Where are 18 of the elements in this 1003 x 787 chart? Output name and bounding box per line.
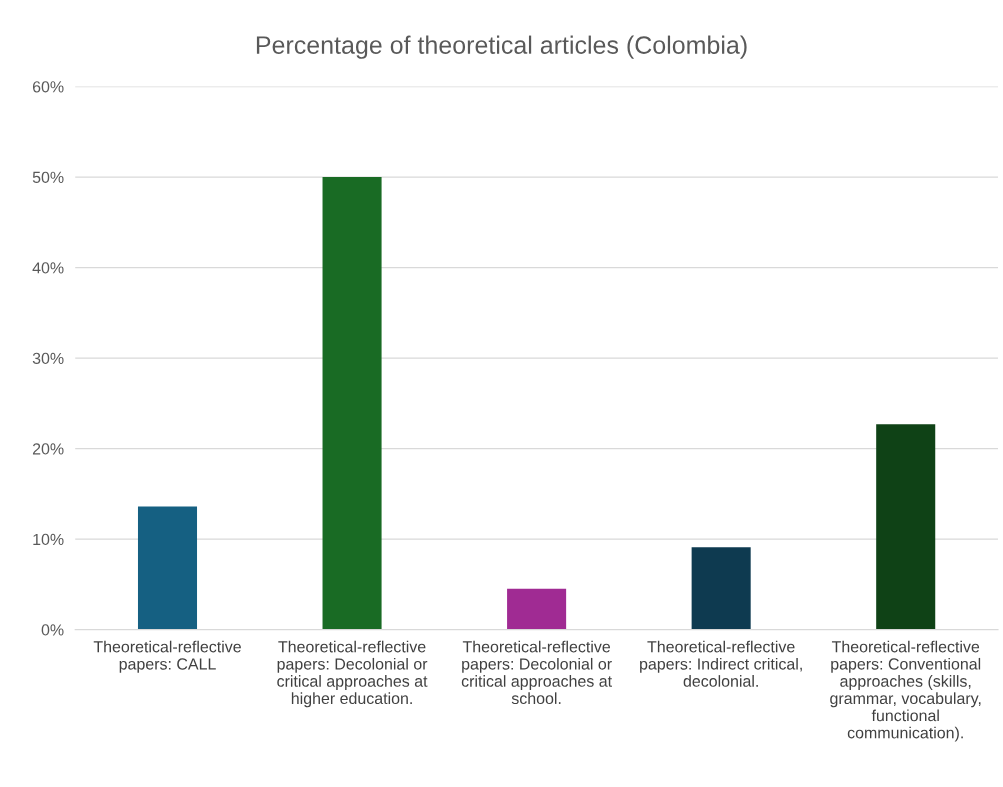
chart-title: Percentage of theoretical articles (Colombia) <box>256 35 747 59</box>
y-tick-label: 40% <box>32 262 64 274</box>
x-tick-label: Theoretical-reflective papers: Decolonial or critical approaches at higher education. <box>277 640 428 708</box>
y-tick-label: 30% <box>32 352 64 365</box>
y-tick-label: 10% <box>33 533 64 546</box>
y-tick-label: 20% <box>32 443 64 455</box>
y-tick-label: 60% <box>32 81 64 93</box>
bar <box>507 588 567 630</box>
bar <box>137 506 198 630</box>
bar <box>322 177 382 630</box>
x-tick-label: Theoretical-reflective papers: Conventional approaches (skills, grammar, vocabulary, functional communication). <box>830 640 981 742</box>
bar <box>876 424 936 630</box>
x-tick-label: Theoretical-reflective papers: CALL <box>93 640 241 673</box>
x-tick-label: Theoretical-reflective papers: Indirect critical, decolonial. <box>640 640 802 687</box>
y-tick-label: 0% <box>41 624 64 636</box>
bar <box>691 547 751 630</box>
y-tick-label: 50% <box>32 171 64 184</box>
x-tick-label: Theoretical-reflective papers: Decolonial or critical approaches at school. <box>461 640 612 705</box>
